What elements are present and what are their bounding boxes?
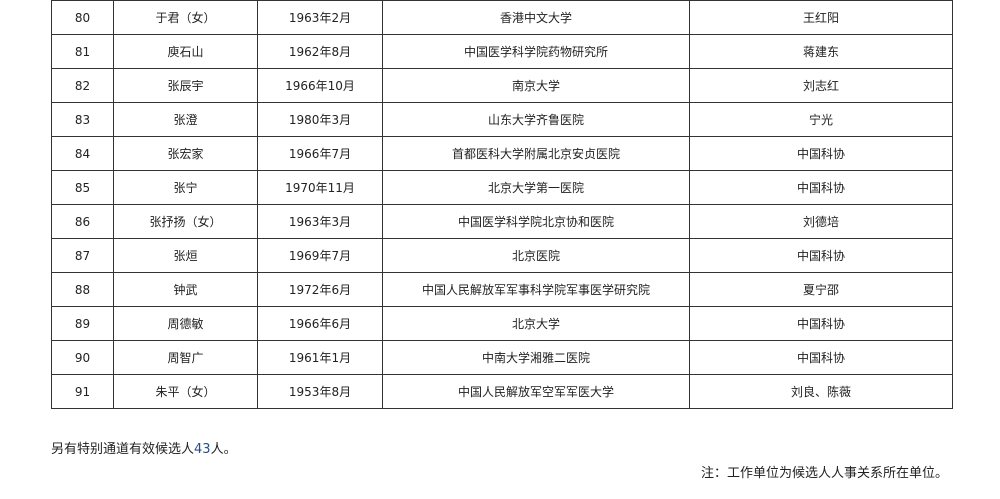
candidate-name: 张宁 (113, 170, 258, 205)
special-channel-note: 另有特别通道有效候选人43人。 (51, 438, 237, 457)
row-number: 83 (51, 102, 114, 137)
work-unit: 中南大学湘雅二医院 (382, 340, 690, 375)
work-unit: 中国医学科学院药物研究所 (382, 34, 690, 69)
table-row: 86 张抒扬（女） 1963年3月 中国医学科学院北京协和医院 刘德培 (51, 204, 953, 239)
extra-count: 43 (194, 442, 211, 457)
nominator: 宁光 (689, 102, 953, 137)
work-unit: 中国人民解放军军事科学院军事医学研究院 (382, 272, 690, 307)
table-row: 89 周德敏 1966年6月 北京大学 中国科协 (51, 306, 953, 341)
birth-date: 1972年6月 (257, 272, 383, 307)
row-number: 82 (51, 68, 114, 103)
candidate-name: 于君（女） (113, 0, 258, 35)
nominator: 中国科协 (689, 340, 953, 375)
row-number: 81 (51, 34, 114, 69)
table-row: 82 张辰宇 1966年10月 南京大学 刘志红 (51, 68, 953, 103)
table-row: 87 张烜 1969年7月 北京医院 中国科协 (51, 238, 953, 273)
candidate-name: 朱平（女） (113, 374, 258, 409)
work-unit: 北京大学 (382, 306, 690, 341)
work-unit: 中国医学科学院北京协和医院 (382, 204, 690, 239)
work-unit: 香港中文大学 (382, 0, 690, 35)
candidate-name: 周智广 (113, 340, 258, 375)
nominator: 夏宁邵 (689, 272, 953, 307)
extra-prefix: 另有特别通道有效候选人 (51, 442, 195, 457)
birth-date: 1963年2月 (257, 0, 383, 35)
birth-date: 1962年8月 (257, 34, 383, 69)
nominator: 蒋建东 (689, 34, 953, 69)
table-row: 83 张澄 1980年3月 山东大学齐鲁医院 宁光 (51, 102, 953, 137)
candidate-name: 张宏家 (113, 136, 258, 171)
birth-date: 1980年3月 (257, 102, 383, 137)
birth-date: 1970年11月 (257, 170, 383, 205)
nominator: 中国科协 (689, 136, 953, 171)
candidate-name: 张抒扬（女） (113, 204, 258, 239)
nominator: 中国科协 (689, 238, 953, 273)
work-unit: 中国人民解放军空军军医大学 (382, 374, 690, 409)
candidate-name: 钟武 (113, 272, 258, 307)
table-row: 90 周智广 1961年1月 中南大学湘雅二医院 中国科协 (51, 340, 953, 375)
table-row: 85 张宁 1970年11月 北京大学第一医院 中国科协 (51, 170, 953, 205)
birth-date: 1966年7月 (257, 136, 383, 171)
birth-date: 1966年6月 (257, 306, 383, 341)
row-number: 90 (51, 340, 114, 375)
nominator: 刘志红 (689, 68, 953, 103)
nominator: 王红阳 (689, 0, 953, 35)
birth-date: 1963年3月 (257, 204, 383, 239)
candidate-name: 张辰宇 (113, 68, 258, 103)
candidate-name: 周德敏 (113, 306, 258, 341)
birth-date: 1966年10月 (257, 68, 383, 103)
row-number: 86 (51, 204, 114, 239)
candidate-table: 80 于君（女） 1963年2月 香港中文大学 王红阳 81 庾石山 1962年8月 中国医学科… (51, 0, 953, 409)
nominator: 中国科协 (689, 306, 953, 341)
work-unit: 南京大学 (382, 68, 690, 103)
candidate-name: 张澄 (113, 102, 258, 137)
row-number: 89 (51, 306, 114, 341)
row-number: 91 (51, 374, 114, 409)
table-row: 88 钟武 1972年6月 中国人民解放军军事科学院军事医学研究院 夏宁邵 (51, 272, 953, 307)
birth-date: 1953年8月 (257, 374, 383, 409)
extra-suffix: 人。 (210, 442, 237, 457)
row-number: 87 (51, 238, 114, 273)
work-unit: 北京医院 (382, 238, 690, 273)
table-row: 80 于君（女） 1963年2月 香港中文大学 王红阳 (51, 0, 953, 35)
work-unit: 首都医科大学附属北京安贞医院 (382, 136, 690, 171)
work-unit: 北京大学第一医院 (382, 170, 690, 205)
row-number: 85 (51, 170, 114, 205)
nominator: 中国科协 (689, 170, 953, 205)
table-row: 91 朱平（女） 1953年8月 中国人民解放军空军军医大学 刘良、陈薇 (51, 374, 953, 409)
nominator: 刘良、陈薇 (689, 374, 953, 409)
work-unit: 山东大学齐鲁医院 (382, 102, 690, 137)
candidate-name: 庾石山 (113, 34, 258, 69)
row-number: 88 (51, 272, 114, 307)
table-row: 84 张宏家 1966年7月 首都医科大学附属北京安贞医院 中国科协 (51, 136, 953, 171)
row-number: 84 (51, 136, 114, 171)
footnote: 注：工作单位为候选人人事关系所在单位。 (700, 466, 948, 481)
nominator: 刘德培 (689, 204, 953, 239)
row-number: 80 (51, 0, 114, 35)
birth-date: 1969年7月 (257, 238, 383, 273)
birth-date: 1961年1月 (257, 340, 383, 375)
candidate-name: 张烜 (113, 238, 258, 273)
table-row: 81 庾石山 1962年8月 中国医学科学院药物研究所 蒋建东 (51, 34, 953, 69)
